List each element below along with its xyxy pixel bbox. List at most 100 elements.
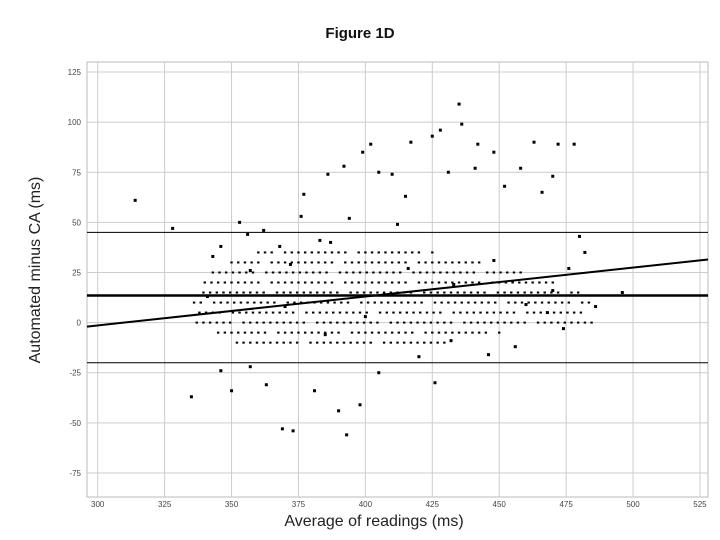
data-point (333, 301, 336, 304)
data-point (356, 321, 359, 324)
data-point (431, 331, 434, 334)
data-point (364, 261, 367, 264)
data-point (357, 331, 360, 334)
data-point (567, 266, 571, 270)
data-point (550, 321, 553, 324)
data-point (377, 251, 380, 254)
data-point (358, 271, 362, 274)
data-point (350, 281, 354, 284)
data-point (249, 321, 252, 324)
data-point (313, 389, 317, 393)
data-point (295, 321, 299, 324)
data-point (238, 311, 241, 314)
data-point (286, 301, 289, 304)
data-point (366, 301, 370, 304)
data-point (297, 251, 300, 254)
data-point (317, 281, 320, 284)
data-point (275, 321, 279, 324)
data-point (365, 271, 368, 274)
data-point (189, 395, 193, 399)
y-tick-label: 25 (72, 268, 81, 277)
data-point (278, 244, 282, 248)
data-point (360, 301, 363, 304)
data-point (342, 341, 346, 344)
y-axis-label: Automated minus CA (ms) (27, 177, 44, 364)
data-point (424, 261, 427, 264)
data-point (302, 192, 306, 196)
data-point (290, 251, 293, 254)
data-point (269, 341, 272, 344)
data-point (352, 271, 355, 274)
data-point (369, 142, 373, 146)
data-point (396, 222, 399, 226)
data-point (369, 291, 372, 294)
data-point (357, 251, 360, 254)
data-point (473, 166, 477, 170)
data-point (297, 331, 300, 334)
data-point (506, 311, 509, 314)
data-point (210, 281, 213, 284)
data-point (238, 220, 242, 224)
data-point (499, 311, 502, 314)
data-point (222, 321, 225, 324)
y-tick-label: -75 (69, 469, 81, 478)
data-point (507, 301, 510, 304)
data-point (346, 301, 350, 304)
data-point (551, 289, 555, 293)
data-point (402, 321, 406, 324)
data-point (417, 261, 421, 264)
data-point (376, 291, 379, 294)
x-tick-label: 425 (426, 500, 440, 509)
data-point (393, 301, 397, 304)
data-point (556, 142, 560, 146)
data-point (251, 311, 255, 314)
data-point (340, 301, 343, 304)
data-point (465, 271, 469, 274)
data-point (283, 281, 287, 284)
data-point (235, 341, 239, 344)
data-point (437, 331, 441, 334)
data-point (583, 321, 587, 324)
data-point (259, 301, 263, 304)
data-point (532, 311, 536, 314)
data-point (309, 291, 312, 294)
data-point (310, 251, 314, 254)
data-point (303, 281, 307, 284)
data-point (171, 226, 175, 230)
data-point (336, 321, 339, 324)
data-point (385, 271, 388, 274)
data-point (516, 321, 520, 324)
data-point (449, 291, 453, 294)
data-point (215, 291, 219, 294)
data-point (510, 291, 513, 294)
plot-frame (86, 61, 709, 498)
regression-line (86, 258, 709, 328)
data-point (576, 291, 580, 294)
data-point (476, 291, 480, 294)
data-point (587, 301, 591, 304)
data-point (377, 331, 380, 334)
x-tick-label: 375 (292, 500, 306, 509)
data-point (324, 261, 327, 264)
data-point (262, 321, 265, 324)
data-point (431, 261, 434, 264)
data-point (325, 271, 328, 274)
data-point (483, 291, 486, 294)
data-point (283, 261, 287, 264)
data-point (370, 251, 374, 254)
data-point (404, 261, 407, 264)
data-point (233, 301, 236, 304)
data-point (540, 301, 544, 304)
data-point (567, 301, 571, 304)
data-point (436, 291, 439, 294)
data-point (386, 301, 390, 304)
data-point (317, 261, 320, 264)
data-point (330, 261, 334, 264)
data-point (282, 291, 285, 294)
data-point (229, 291, 232, 294)
data-point (253, 301, 256, 304)
data-point (554, 301, 557, 304)
data-point (344, 251, 347, 254)
data-point (303, 261, 307, 264)
data-point (439, 311, 442, 314)
